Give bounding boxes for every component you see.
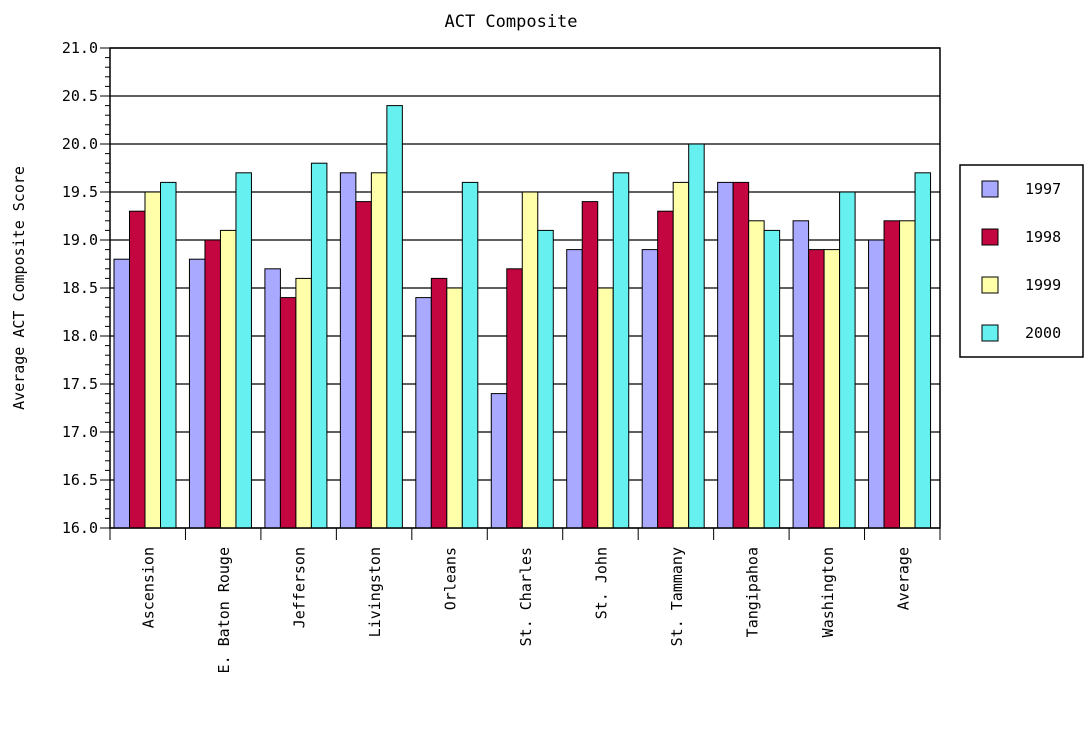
- axes: [100, 47, 941, 540]
- x-tick-label: Orleans: [442, 547, 460, 610]
- x-tick-label: Washington: [819, 547, 837, 637]
- bar-1999: [446, 287, 463, 529]
- bar-2000: [310, 162, 328, 529]
- legend-swatch-1998: [981, 228, 999, 246]
- bar-2000: [537, 229, 554, 529]
- bar-1998: [204, 239, 221, 529]
- bar-1999: [295, 277, 312, 529]
- chart-title: ACT Composite: [444, 12, 577, 32]
- bar-2000: [763, 229, 781, 529]
- bar-2000: [235, 172, 252, 529]
- y-tick-label: 16.5: [62, 471, 98, 489]
- bar-1998: [883, 220, 901, 529]
- bar-2000: [688, 143, 705, 529]
- bar-1999: [597, 287, 614, 529]
- y-tick-label: 18.0: [62, 327, 98, 345]
- bar-1999: [672, 181, 690, 529]
- y-axis-label: Average ACT Composite Score: [10, 166, 28, 410]
- bar-1997: [792, 220, 810, 529]
- y-tick-label: 19.0: [62, 231, 98, 249]
- legend-swatch-1999: [981, 276, 999, 294]
- bar-1998: [581, 201, 599, 529]
- bar-1997: [113, 258, 130, 529]
- bar-1997: [339, 172, 357, 529]
- bar-2000: [160, 181, 177, 529]
- bar-1998: [732, 181, 750, 529]
- bar-1997: [868, 239, 885, 529]
- y-tick-label: 17.0: [62, 423, 98, 441]
- x-tick-labels: Ascension E. Baton Rouge Jefferson Livingst…: [140, 547, 913, 673]
- bar-1999: [144, 191, 161, 529]
- bar-2000: [612, 172, 630, 529]
- legend-box: [959, 164, 1084, 358]
- bar-2000: [386, 105, 403, 529]
- bar-1998: [279, 297, 297, 529]
- bars: [113, 105, 932, 529]
- y-tick-label: 18.5: [62, 279, 98, 297]
- bar-1999: [370, 172, 388, 529]
- legend-swatch-1997: [981, 180, 999, 198]
- y-tick-label: 21.0: [62, 39, 98, 57]
- bar-1999: [899, 220, 916, 529]
- bar-2000: [914, 172, 932, 529]
- bar-1998: [657, 210, 674, 529]
- bar-1999: [748, 220, 765, 529]
- plot-frame: [109, 47, 941, 529]
- legend-label: 2000: [1025, 324, 1061, 342]
- bar-1998: [506, 268, 523, 529]
- bar-1997: [717, 181, 734, 529]
- bar-2000: [461, 181, 479, 529]
- x-tick-label: St. Tammany: [668, 547, 686, 646]
- bar-1998: [430, 277, 448, 529]
- bar-1998: [808, 249, 825, 529]
- x-tick-label: Tangipahoa: [743, 547, 761, 637]
- y-tick-label: 17.5: [62, 375, 98, 393]
- y-tick-label: 19.5: [62, 183, 98, 201]
- x-tick-label: Ascension: [140, 547, 158, 628]
- x-tick-label: St. John: [592, 547, 610, 619]
- y-tick-label: 20.5: [62, 87, 98, 105]
- bar-1999: [823, 249, 841, 529]
- bar-1997: [490, 393, 508, 529]
- bar-1999: [521, 191, 539, 529]
- bar-1998: [355, 201, 372, 529]
- bar-1997: [264, 268, 281, 529]
- bar-1999: [219, 229, 237, 529]
- bar-1997: [415, 297, 432, 529]
- y-tick-label: 20.0: [62, 135, 98, 153]
- x-tick-label: E. Baton Rouge: [215, 547, 233, 673]
- x-tick-label: Livingston: [366, 547, 384, 637]
- x-tick-label: Jefferson: [291, 547, 309, 628]
- legend-swatch-2000: [981, 324, 999, 342]
- y-tick-labels: 16.0 16.5 17.0 17.5 18.0 18.5 19.0 19.5 20.0 20.5…: [62, 39, 98, 537]
- bar-1997: [188, 258, 206, 529]
- x-tick-label: St. Charles: [517, 547, 535, 646]
- bar-1998: [129, 210, 146, 529]
- bar-2000: [839, 191, 856, 529]
- bar-1997: [641, 249, 659, 529]
- x-tick-label: Average: [894, 547, 912, 610]
- legend-label: 1999: [1025, 276, 1061, 294]
- bar-1997: [566, 249, 583, 529]
- legend-label: 1997: [1025, 180, 1061, 198]
- legend-label: 1998: [1025, 228, 1061, 246]
- legend: 1997 1998 1999 2000: [959, 164, 1084, 358]
- y-tick-label: 16.0: [62, 519, 98, 537]
